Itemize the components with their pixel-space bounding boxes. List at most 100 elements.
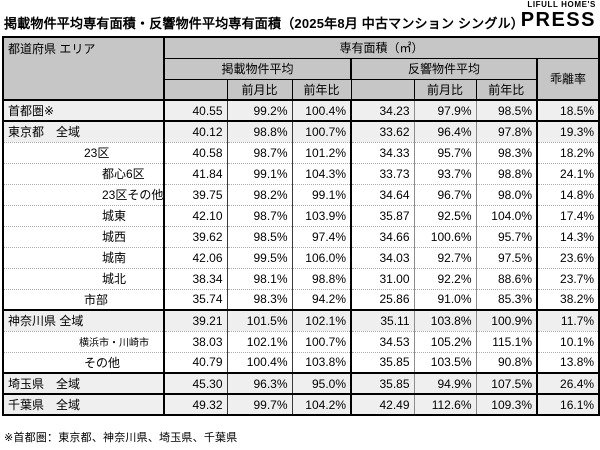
value-cell: 19.3% xyxy=(537,120,600,142)
value-cell: 35.74 xyxy=(164,288,228,310)
header-divergence-rate: 乖離率 xyxy=(535,57,600,101)
area-label: 神奈川県 全域 xyxy=(3,309,165,331)
value-cell: 35.87 xyxy=(351,204,415,226)
value-cell: 39.62 xyxy=(164,225,228,247)
value-cell: 34.66 xyxy=(351,225,415,247)
header-prefecture-area: 都道府県 エリア xyxy=(2,36,165,101)
value-cell: 97.9% xyxy=(414,99,477,121)
value-cell: 16.1% xyxy=(537,393,600,415)
table-row: 埼玉県 全域 45.30 96.3% 95.0% 35.85 94.9% 107.5% 26.… xyxy=(3,372,600,394)
value-cell: 34.03 xyxy=(351,246,415,268)
value-cell: 115.1% xyxy=(476,330,538,352)
value-cell: 35.85 xyxy=(351,372,415,394)
value-cell: 35.85 xyxy=(351,351,415,373)
value-cell: 99.1% xyxy=(227,162,293,184)
value-cell: 18.5% xyxy=(537,99,600,121)
logo-text-lifull-homes: LIFULL HOME'S xyxy=(527,0,596,9)
value-cell: 90.8% xyxy=(476,351,538,373)
value-cell: 107.5% xyxy=(476,372,538,394)
value-cell: 96.4% xyxy=(414,120,477,142)
value-cell: 101.5% xyxy=(227,309,293,331)
lifull-homes-press-logo: LIFULL HOME'S PRESS xyxy=(520,0,596,31)
value-cell: 98.8% xyxy=(227,120,293,142)
value-cell: 104.2% xyxy=(292,393,352,415)
value-cell: 39.75 xyxy=(164,183,228,205)
table-row: 市部 35.74 98.3% 94.2% 25.86 91.0% 85.3% 38.2% xyxy=(3,288,600,310)
table-row: 神奈川県 全域 39.21 101.5% 102.1% 35.11 103.8% 100.9… xyxy=(3,309,600,331)
value-cell: 24.1% xyxy=(537,162,600,184)
header-listed-yoy: 前年比 xyxy=(291,78,352,101)
value-cell: 98.5% xyxy=(476,99,538,121)
value-cell: 85.3% xyxy=(476,288,538,310)
value-cell: 109.3% xyxy=(476,393,538,415)
value-cell: 100.9% xyxy=(476,309,538,331)
value-cell: 99.1% xyxy=(292,183,352,205)
value-cell: 96.7% xyxy=(414,183,477,205)
area-label: 都心6区 xyxy=(3,162,165,184)
value-cell: 23.6% xyxy=(537,246,600,268)
value-cell: 34.64 xyxy=(351,183,415,205)
value-cell: 103.8% xyxy=(414,309,477,331)
value-cell: 38.2% xyxy=(537,288,600,310)
page-title: 掲載物件平均専有面積・反響物件平均専有面積（2025年8月 中古マンション シン… xyxy=(4,16,524,31)
value-cell: 92.7% xyxy=(414,246,477,268)
table-row: 首都圏※ 40.55 99.2% 100.4% 34.23 97.9% 98.5% 18.5% xyxy=(3,99,600,121)
table-row: 23区その他 39.75 98.2% 99.1% 34.64 96.7% 98.0% 14.8… xyxy=(3,183,600,205)
value-cell: 105.2% xyxy=(414,330,477,352)
value-cell: 100.7% xyxy=(292,120,352,142)
value-cell: 96.3% xyxy=(227,372,293,394)
table-row: その他 40.79 100.4% 103.8% 35.85 103.5% 90.8% 13.8… xyxy=(3,351,600,373)
value-cell: 42.06 xyxy=(164,246,228,268)
value-cell: 18.2% xyxy=(537,141,600,163)
value-cell: 97.8% xyxy=(476,120,538,142)
value-cell: 42.49 xyxy=(351,393,415,415)
value-cell: 31.00 xyxy=(351,267,415,289)
value-cell: 35.11 xyxy=(351,309,415,331)
value-cell: 95.7% xyxy=(476,225,538,247)
value-cell: 104.0% xyxy=(476,204,538,226)
value-cell: 100.4% xyxy=(292,99,352,121)
value-cell: 11.7% xyxy=(537,309,600,331)
value-cell: 98.1% xyxy=(227,267,293,289)
table-row: 横浜市・川崎市 38.03 102.1% 100.7% 34.53 105.2% 115.1… xyxy=(3,330,600,352)
area-label: 市部 xyxy=(3,288,165,310)
table-body: 首都圏※ 40.55 99.2% 100.4% 34.23 97.9% 98.5% 18.5%… xyxy=(3,99,600,415)
area-label: 横浜市・川崎市 xyxy=(3,330,165,352)
value-cell: 14.3% xyxy=(537,225,600,247)
value-cell: 94.9% xyxy=(414,372,477,394)
value-cell: 34.53 xyxy=(351,330,415,352)
value-cell: 40.79 xyxy=(164,351,228,373)
value-cell: 17.4% xyxy=(537,204,600,226)
value-cell: 25.86 xyxy=(351,288,415,310)
header-response-mom: 前月比 xyxy=(413,78,477,101)
value-cell: 99.2% xyxy=(227,99,293,121)
value-cell: 103.5% xyxy=(414,351,477,373)
value-cell: 10.1% xyxy=(537,330,600,352)
value-cell: 49.32 xyxy=(164,393,228,415)
value-cell: 26.4% xyxy=(537,372,600,394)
value-cell: 23.7% xyxy=(537,267,600,289)
table-row: 東京都 全域 40.12 98.8% 100.7% 33.62 96.4% 97.8% 19.… xyxy=(3,120,600,142)
value-cell: 98.2% xyxy=(227,183,293,205)
header-listed-mom: 前月比 xyxy=(226,78,293,101)
area-label: 23区 xyxy=(3,141,165,163)
area-label: 城北 xyxy=(3,267,165,289)
value-cell: 34.23 xyxy=(351,99,415,121)
header-response-average: 反響物件平均 xyxy=(350,57,538,80)
value-cell: 103.8% xyxy=(292,351,352,373)
value-cell: 106.0% xyxy=(292,246,352,268)
area-label: 城東 xyxy=(3,204,165,226)
table-row: 千葉県 全域 49.32 99.7% 104.2% 42.49 112.6% 109.3% 1… xyxy=(3,393,600,415)
logo-text-press: PRESS xyxy=(520,9,596,31)
value-cell: 101.2% xyxy=(292,141,352,163)
value-cell: 100.4% xyxy=(227,351,293,373)
table-row: 城南 42.06 99.5% 106.0% 34.03 92.7% 97.5% 23.6% xyxy=(3,246,600,268)
value-cell: 99.7% xyxy=(227,393,293,415)
value-cell: 98.5% xyxy=(227,225,293,247)
footnote: ※首都圏：東京都、神奈川県、埼玉県、千葉県 xyxy=(4,432,238,444)
value-cell: 102.1% xyxy=(227,330,293,352)
value-cell: 98.3% xyxy=(476,141,538,163)
value-cell: 39.21 xyxy=(164,309,228,331)
header-response-yoy: 前年比 xyxy=(475,78,538,101)
